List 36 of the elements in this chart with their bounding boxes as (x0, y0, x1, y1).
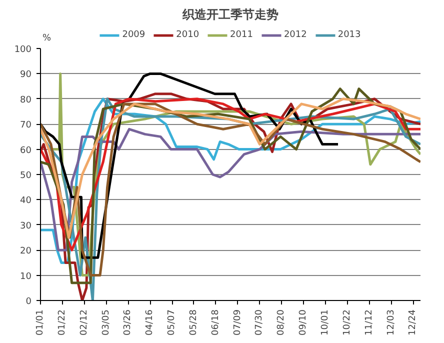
x-tick-label: 06/18 (210, 309, 221, 336)
x-tick-label: 12/24 (408, 309, 418, 336)
y-tick-label: 70 (20, 120, 32, 131)
y-tick-label: 50 (20, 171, 32, 181)
legend-label: 2012 (284, 30, 307, 40)
x-tick-label: 01/01 (36, 310, 46, 336)
x-tick-label: 07/30 (254, 309, 265, 336)
x-tick-label: 09/10 (298, 309, 309, 336)
x-tick-label: 10/22 (342, 310, 352, 336)
chart-title: 织造开工季节走势 (182, 8, 278, 22)
x-tick-label: 03/26 (123, 309, 134, 336)
x-tick-label: 02/12 (79, 310, 90, 336)
y-tick-label: 0 (26, 297, 32, 307)
x-tick-label: 12/03 (386, 310, 396, 336)
y-tick-label: 80 (20, 95, 32, 106)
legend-label: 2013 (338, 30, 361, 40)
x-tick-label: 11/12 (364, 310, 374, 336)
x-tick-label: 04/16 (145, 309, 156, 336)
legend-label: 2009 (122, 30, 146, 40)
y-tick-label: 100 (14, 45, 32, 55)
x-tick-label: 08/20 (276, 309, 287, 336)
legend-label: 2011 (230, 30, 253, 40)
y-tick-label: 40 (20, 196, 32, 206)
x-tick-label: 05/28 (188, 309, 199, 336)
x-tick-label: 03/05 (101, 310, 112, 336)
x-tick-label: 05/07 (167, 310, 178, 336)
y-tick-label: 30 (20, 221, 32, 232)
y-axis-title: % (42, 34, 52, 44)
y-tick-label: 20 (20, 246, 32, 257)
y-tick-label: 90 (20, 70, 32, 80)
y-tick-label: 10 (20, 272, 32, 282)
x-tick-label: 07/09 (232, 309, 243, 336)
legend-label: 2010 (176, 30, 200, 40)
y-tick-label: 60 (20, 146, 32, 156)
x-tick-label: 10/01 (320, 310, 330, 336)
x-tick-label: 01/22 (57, 310, 68, 336)
